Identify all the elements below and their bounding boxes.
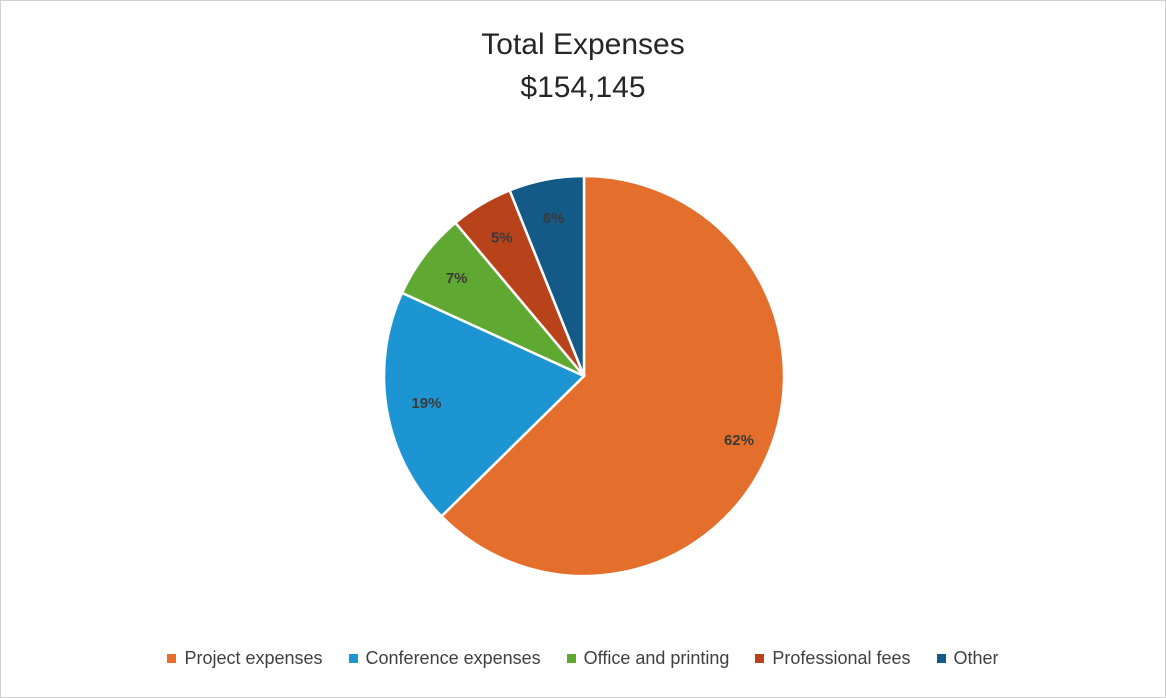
data-label-other: 6%: [543, 210, 565, 227]
pie-slice-project-expenses: [439, 174, 786, 578]
pie-data-labels: 62% 19% 7% 5% 6%: [411, 210, 754, 449]
pie-slice-other: [508, 174, 586, 377]
data-label-conference-expenses: 19%: [411, 395, 441, 412]
chart-legend: Project expenses Conference expenses Offic…: [0, 648, 1166, 669]
legend-label: Project expenses: [184, 648, 323, 668]
legend-swatch: [348, 654, 358, 663]
legend-swatch: [755, 654, 765, 663]
data-label-office-and-printing: 7%: [446, 270, 468, 287]
legend-item-office-and-printing: Office and printing: [566, 648, 730, 669]
legend-swatch: [167, 654, 177, 663]
data-label-professional-fees: 5%: [491, 230, 513, 247]
legend-label: Other: [953, 648, 999, 668]
legend-swatch: [566, 654, 576, 663]
legend-swatch: [936, 654, 946, 663]
legend-item-professional-fees: Professional fees: [755, 648, 911, 669]
legend-label: Professional fees: [772, 648, 911, 668]
legend-item-other: Other: [936, 648, 999, 669]
chart-subtitle: $154,145: [520, 71, 646, 104]
pie-slices: [382, 174, 786, 578]
data-label-project-expenses: 62%: [724, 432, 754, 449]
legend-label: Office and printing: [583, 648, 730, 668]
legend-label: Conference expenses: [365, 648, 541, 668]
legend-item-project-expenses: Project expenses: [167, 648, 323, 669]
legend-item-conference-expenses: Conference expenses: [348, 648, 541, 669]
chart-title: Total Expenses: [481, 28, 685, 61]
pie-slice-conference-expenses: [382, 291, 587, 519]
